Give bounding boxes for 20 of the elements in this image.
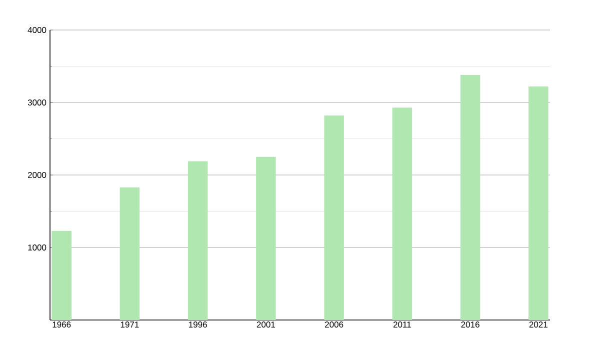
bar (324, 116, 344, 320)
x-tick-label: 2006 (325, 322, 344, 328)
x-tick-label: 2016 (461, 322, 480, 328)
x-tick-label: 1996 (189, 322, 207, 328)
y-tick-label: 2000 (28, 172, 46, 178)
bar (528, 86, 548, 320)
y-tick-label: 1000 (28, 244, 46, 250)
x-tick-label: 1966 (52, 322, 71, 328)
x-tick-label: 2001 (256, 322, 275, 328)
x-tick-label: 2011 (393, 322, 411, 328)
bar (120, 187, 140, 320)
x-tick-label: 1971 (120, 322, 139, 328)
x-tick-label: 2021 (529, 322, 548, 328)
bar (256, 156, 276, 320)
bar (188, 161, 208, 320)
bar (460, 74, 480, 320)
bar (52, 230, 72, 320)
y-tick-label: 3000 (28, 99, 46, 106)
bar (392, 108, 412, 320)
y-tick-label: 4000 (28, 26, 46, 33)
